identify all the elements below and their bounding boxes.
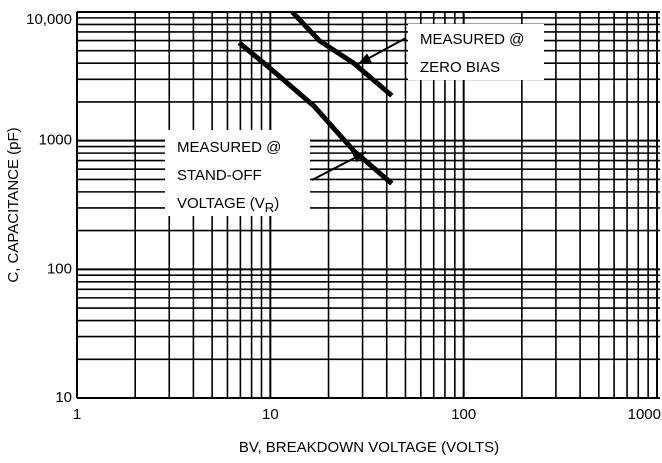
annotation-text-part: VOLTAGE (V <box>177 195 265 212</box>
grid <box>76 11 660 399</box>
arrow-head <box>358 53 372 64</box>
x-tick-label: 1 <box>73 406 81 423</box>
annotation-text: STAND-OFF <box>177 167 262 184</box>
y-tick-label: 10,000 <box>26 11 72 28</box>
x-axis-label: BV, BREAKDOWN VOLTAGE (VOLTS) <box>239 439 499 456</box>
y-tick-label: 10 <box>55 389 72 406</box>
annotation-text: ZERO BIAS <box>420 59 500 76</box>
curve <box>237 40 394 186</box>
annotation-text-part: R <box>265 200 274 215</box>
y-axis-label: C, CAPACITANCE (pF) <box>5 127 22 282</box>
curve <box>290 12 394 98</box>
annotation-text: VOLTAGE (VR) <box>177 195 279 215</box>
annotation-text: MEASURED @ <box>420 31 524 48</box>
x-tick-label: 10 <box>262 406 279 423</box>
x-tick-label: 1000 <box>628 406 661 423</box>
arrow-head <box>352 152 366 163</box>
y-tick-label: 1000 <box>39 132 72 149</box>
curves <box>237 12 394 186</box>
x-tick-label: 100 <box>451 406 476 423</box>
y-tick-label: 100 <box>47 260 72 277</box>
annotation-text: MEASURED @ <box>177 139 281 156</box>
annotation-text-part: ) <box>274 195 279 212</box>
annotation-box <box>408 24 544 80</box>
annotation-box <box>165 130 310 216</box>
